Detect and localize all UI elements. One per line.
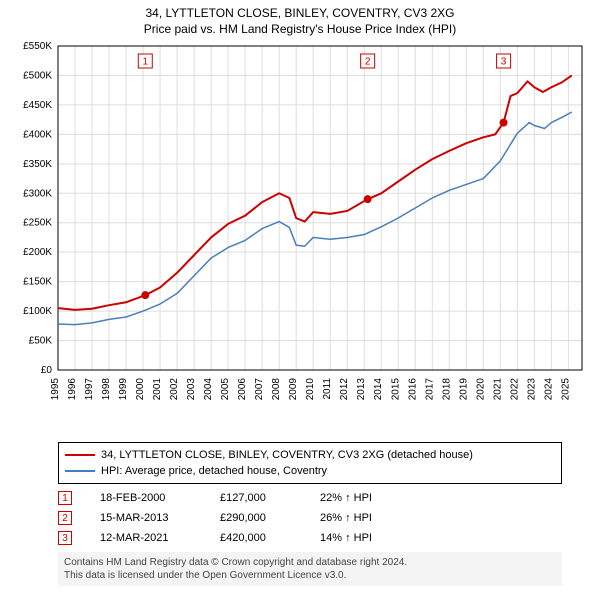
x-tick-label: 2022 [509,378,520,401]
x-tick-label: 2006 [237,378,248,401]
x-tick-label: 2010 [305,378,316,401]
legend-swatch [65,470,95,472]
x-tick-label: 2024 [543,378,554,401]
x-tick-label: 2023 [526,378,537,401]
x-tick-label: 2009 [288,378,299,401]
x-tick-label: 1999 [118,378,129,401]
legend-row: 34, LYTTLETON CLOSE, BINLEY, COVENTRY, C… [65,447,555,463]
sale-diff: 22% ↑ HPI [320,492,420,504]
x-tick-label: 2020 [475,378,486,401]
sale-badge: 1 [58,491,72,505]
chart-svg: £0 £50K £100K £150K £200K £250K £300K £350K £400… [0,36,600,436]
sale-price: £290,000 [220,512,320,524]
y-tick-label: £450K [23,100,52,111]
sale-marker-dot [364,195,372,203]
x-tick-label: 2001 [152,378,163,401]
sale-date: 15-MAR-2013 [100,512,220,524]
legend-label: HPI: Average price, detached house, Cove… [101,465,327,477]
x-tick-label: 2015 [390,378,401,401]
chart-titles: 34, LYTTLETON CLOSE, BINLEY, COVENTRY, C… [0,0,600,36]
title-subtitle: Price paid vs. HM Land Registry's House … [0,22,600,36]
legend-row: HPI: Average price, detached house, Cove… [65,463,555,479]
sale-row: 2 15-MAR-2013£290,00026% ↑ HPI [58,508,562,528]
y-tick-label: £100K [23,306,52,317]
x-tick-label: 2019 [458,378,469,401]
x-tick-label: 2016 [407,378,418,401]
x-tick-label: 2012 [339,378,350,401]
sale-row: 3 12-MAR-2021£420,00014% ↑ HPI [58,528,562,548]
x-tick-label: 2021 [492,378,503,401]
sale-badge: 2 [58,511,72,525]
legend: 34, LYTTLETON CLOSE, BINLEY, COVENTRY, C… [58,442,562,484]
x-tick-label: 2014 [373,378,384,401]
x-tick-label: 2018 [441,378,452,401]
x-tick-label: 2004 [203,378,214,401]
sale-marker-label: 1 [142,57,148,68]
x-tick-label: 1998 [101,378,112,401]
chart-plot-area: £0 £50K £100K £150K £200K £250K £300K £350K £400… [0,36,600,436]
chart-container: { "titles": { "line1": "34, LYTTLETON CL… [0,0,600,586]
sale-marker-dot [500,119,508,127]
x-tick-label: 2005 [220,378,231,401]
legend-swatch [65,454,95,456]
x-tick-label: 2002 [169,378,180,401]
x-tick-label: 2003 [186,378,197,401]
x-tick-label: 2013 [356,378,367,401]
x-tick-label: 2011 [322,378,333,400]
sales-table: 1 18-FEB-2000£127,00022% ↑ HPI 2 15-MAR-201… [58,488,562,548]
y-tick-label: £550K [23,41,52,52]
y-tick-label: £200K [23,247,52,258]
y-tick-label: £400K [23,129,52,140]
attribution: Contains HM Land Registry data © Crown c… [58,552,562,586]
y-tick-label: £350K [23,159,52,170]
sale-price: £127,000 [220,492,320,504]
sale-badge: 3 [58,531,72,545]
sale-diff: 14% ↑ HPI [320,532,420,544]
y-tick-label: £300K [23,188,52,199]
sale-marker-label: 2 [365,57,371,68]
x-tick-label: 2000 [135,378,146,401]
x-tick-label: 1995 [50,378,61,401]
attribution-line2: This data is licensed under the Open Gov… [64,569,556,582]
x-tick-label: 2025 [560,378,571,401]
y-tick-label: £250K [23,218,52,229]
sale-date: 18-FEB-2000 [100,492,220,504]
title-address: 34, LYTTLETON CLOSE, BINLEY, COVENTRY, C… [0,6,600,20]
y-tick-label: £0 [41,365,53,376]
attribution-line1: Contains HM Land Registry data © Crown c… [64,556,556,569]
sale-marker-dot [141,291,149,299]
sale-date: 12-MAR-2021 [100,532,220,544]
legend-label: 34, LYTTLETON CLOSE, BINLEY, COVENTRY, C… [101,449,473,461]
y-tick-label: £150K [23,277,52,288]
sale-marker-label: 3 [501,57,507,68]
x-tick-label: 1997 [84,378,95,401]
x-tick-label: 1996 [67,378,78,401]
sale-row: 1 18-FEB-2000£127,00022% ↑ HPI [58,488,562,508]
sale-diff: 26% ↑ HPI [320,512,420,524]
sale-price: £420,000 [220,532,320,544]
x-tick-label: 2017 [424,378,435,401]
y-tick-label: £500K [23,70,52,81]
x-tick-label: 2007 [254,378,265,401]
x-tick-label: 2008 [271,378,282,401]
y-tick-label: £50K [29,336,53,347]
